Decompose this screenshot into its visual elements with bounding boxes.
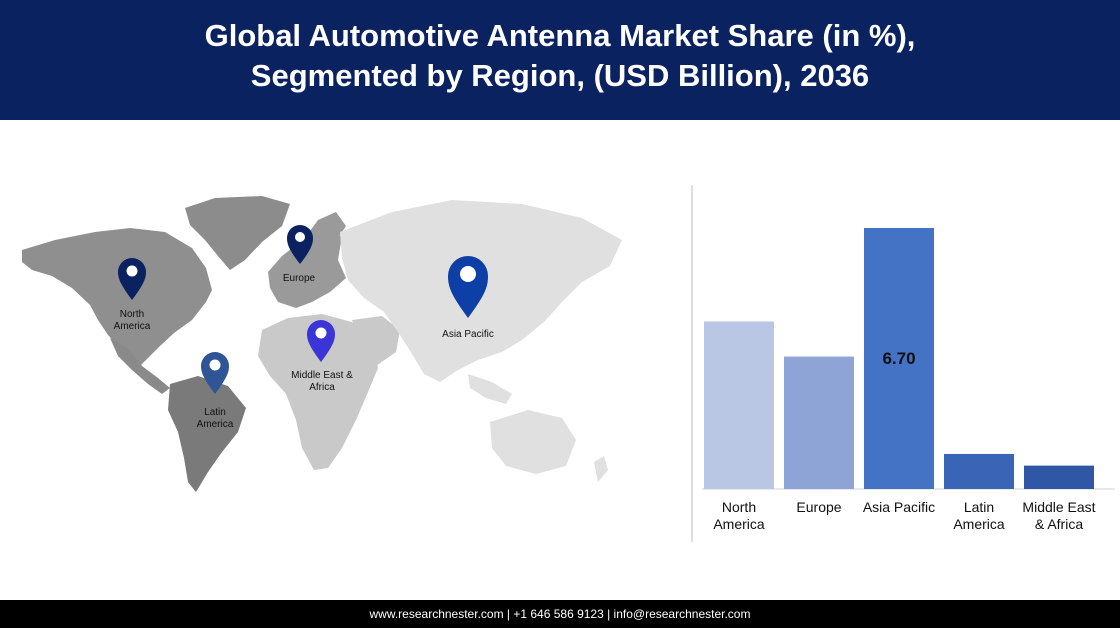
bar-3 [944, 453, 1014, 489]
map-pin-icon [287, 225, 313, 264]
map-pin-dot-icon [460, 266, 476, 282]
category-label-2-line-0: Asia Pacific [863, 499, 935, 515]
category-label-1-line-0: Europe [796, 499, 841, 515]
new-zealand-shape [594, 456, 608, 482]
map-pin-dot-icon [295, 232, 305, 242]
footer-contact-text: www.researchnester.com | +1 646 586 9123… [369, 607, 751, 621]
southeast-asia-shape [468, 374, 512, 404]
north-america-shape [22, 228, 212, 368]
chart-title-line-2: Segmented by Region, (USD Billion), 2036 [250, 58, 870, 93]
region-label-mea-line1: Middle East & [291, 370, 353, 381]
africa-shape [258, 314, 378, 470]
bar-2 [864, 228, 934, 489]
bar-group [704, 228, 1094, 489]
australia-shape [490, 410, 576, 474]
map-pin-dot-icon [126, 265, 138, 277]
map-pin-middle-east-africa: Middle East & Africa [291, 320, 353, 393]
category-label-4-line-1: & Africa [1035, 516, 1083, 532]
category-label-0-line-0: North [722, 499, 756, 515]
south-america-shape [168, 376, 246, 492]
europe-shape [268, 232, 346, 308]
header-banner: Global Automotive Antenna Market Share (… [0, 0, 1120, 120]
bar-4 [1024, 465, 1094, 489]
bar-1 [784, 356, 854, 489]
data-label-group: 6.70 [882, 349, 915, 368]
map-pin-asia-pacific: Asia Pacific [442, 256, 494, 340]
category-label-4-line-0: Middle East [1022, 499, 1095, 515]
middle-east-shape [352, 316, 400, 366]
region-label-europe: Europe [283, 273, 316, 284]
region-label-latin-america-line2: America [197, 419, 234, 430]
map-pin-dot-icon [315, 327, 327, 339]
bar-0 [704, 321, 774, 489]
region-label-mea-line2: Africa [309, 382, 335, 393]
region-label-latin-america-line1: Latin [204, 407, 226, 418]
map-pin-latin-america: Latin America [197, 352, 234, 430]
map-pin-icon [118, 258, 146, 300]
world-map: North America Europe Asia Pacific Middle… [22, 196, 622, 492]
region-label-north-america-line2: America [114, 321, 151, 332]
central-america-shape [110, 338, 170, 394]
map-pin-icon [448, 256, 488, 318]
map-pin-icon [307, 320, 335, 362]
map-pin-icon [201, 352, 229, 394]
category-label-0-line-1: America [713, 516, 765, 532]
category-label-3-line-0: Latin [964, 499, 994, 515]
greenland-shape [185, 196, 290, 270]
region-label-asia-pacific: Asia Pacific [442, 329, 494, 340]
category-label-3-line-1: America [953, 516, 1005, 532]
map-pin-north-america: North America [114, 258, 151, 332]
scandinavia-shape [302, 212, 346, 252]
data-label-2: 6.70 [882, 349, 915, 368]
map-pin-dot-icon [209, 359, 221, 371]
chart-title-line-1: Global Automotive Antenna Market Share (… [204, 18, 916, 53]
region-label-north-america-line1: North [120, 309, 144, 320]
map-pin-europe: Europe [283, 225, 316, 284]
footer-bar: www.researchnester.com | +1 646 586 9123… [0, 600, 1120, 628]
